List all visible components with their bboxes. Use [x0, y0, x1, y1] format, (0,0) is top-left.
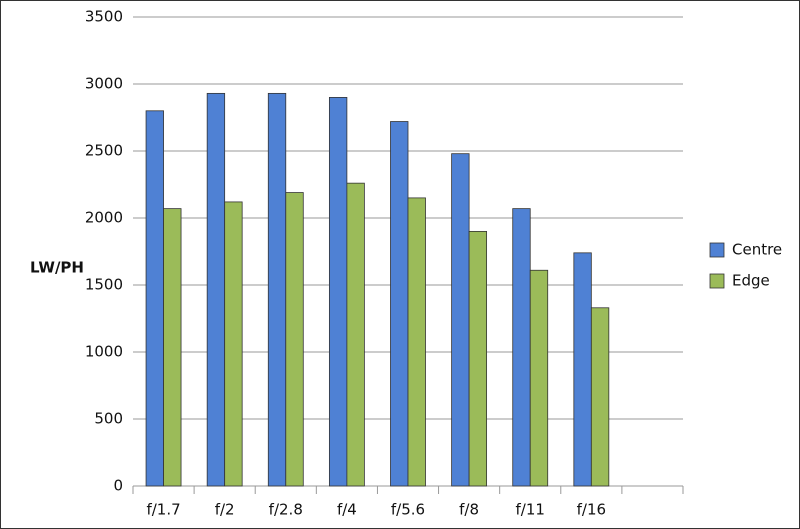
x-tick-label: f/2: [215, 501, 235, 519]
y-tick-label: 2500: [85, 142, 123, 160]
bar: [328, 97, 348, 487]
y-tick-label: 3500: [85, 8, 123, 26]
bar: [468, 230, 488, 487]
x-tick-label: f/4: [337, 501, 357, 519]
bar: [285, 192, 304, 487]
y-tick-label: 3000: [85, 75, 123, 93]
x-tick-label: f/2.8: [269, 501, 303, 519]
y-tick-label: 0: [113, 477, 123, 495]
x-tick-label: f/11: [516, 501, 545, 519]
legend-label: Centre: [732, 241, 782, 259]
x-tick-label: f/8: [459, 501, 479, 519]
bar: [267, 92, 287, 487]
x-tick-label: f/5.6: [391, 501, 425, 519]
x-tick-label: f/1.7: [146, 501, 180, 519]
bar: [512, 208, 531, 487]
legend-swatch: [709, 273, 725, 289]
y-tick-label: 2000: [85, 209, 123, 227]
bar: [590, 307, 610, 487]
y-axis-label: LW/PH: [30, 259, 84, 277]
y-tick-label: 500: [94, 410, 123, 428]
bar: [529, 269, 549, 487]
x-tick-label: f/16: [577, 501, 606, 519]
legend-swatch: [709, 242, 725, 258]
y-tick-label: 1500: [85, 276, 123, 294]
legend-label: Edge: [732, 272, 770, 290]
bar: [407, 197, 426, 487]
bar: [346, 182, 365, 487]
bar: [573, 252, 592, 487]
bar: [224, 201, 243, 487]
bar: [163, 208, 182, 487]
bar: [451, 153, 470, 487]
bar: [145, 110, 164, 487]
bar: [206, 92, 226, 487]
bar: [390, 121, 409, 487]
y-tick-label: 1000: [85, 343, 123, 361]
